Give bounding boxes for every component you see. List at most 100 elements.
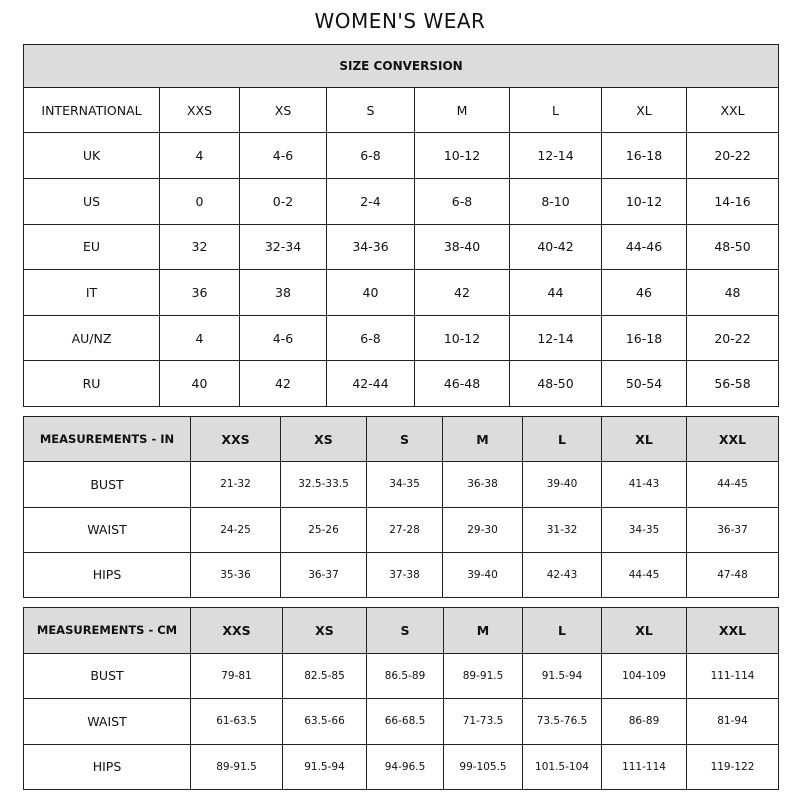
row-label: IT [23, 269, 160, 316]
table-row: US 0 0-2 2-4 6-8 8-10 10-12 14-16 [23, 177, 780, 225]
column-header: S [326, 86, 415, 134]
table-cell: 111-114 [686, 652, 779, 699]
header-row: MEASUREMENTS - CM XXS XS S M L XL XXL [23, 607, 779, 654]
table-title: MEASUREMENTS - CM [23, 607, 191, 654]
table-cell: 38 [239, 269, 327, 316]
header-row: INTERNATIONAL XXS XS S M L XL XXL [23, 86, 780, 134]
table-cell: 42-43 [522, 551, 602, 599]
table-cell: 44-45 [686, 461, 779, 508]
table-cell: 104-109 [601, 652, 687, 699]
table-cell: 6-8 [414, 177, 510, 225]
table-cell: 4 [159, 314, 240, 362]
table-cell: 10-12 [601, 177, 687, 225]
table-cell: 36 [159, 269, 240, 316]
column-header: XL [601, 607, 687, 654]
table-cell: 4-6 [239, 314, 327, 362]
column-header: L [522, 607, 602, 654]
measurements-in-table: MEASUREMENTS - IN XXS XS S M L XL XXL BUST 21-32 3… [23, 415, 779, 599]
table-row: EU 32 32-34 34-36 38-40 40-42 44-46 48-50 [23, 223, 780, 271]
header-row: MEASUREMENTS - IN XXS XS S M L XL XXL [23, 415, 779, 463]
table-cell: 44 [509, 269, 602, 316]
table-cell: 4-6 [239, 132, 327, 179]
column-header: XXL [686, 607, 779, 654]
row-header: INTERNATIONAL [23, 86, 160, 134]
table-cell: 91.5-94 [522, 652, 602, 699]
table-cell: 36-37 [686, 506, 779, 553]
table-cell: 32 [159, 223, 240, 271]
table-cell: 79-81 [190, 652, 283, 699]
row-label: US [23, 177, 160, 225]
table-cell: 48-50 [509, 360, 602, 407]
table-cell: 31-32 [522, 506, 602, 553]
table-cell: 32-34 [239, 223, 327, 271]
page-title: WOMEN'S WEAR [314, 9, 486, 33]
table-cell: 38-40 [414, 223, 510, 271]
table-row: BUST 21-32 32.5-33.5 34-35 36-38 39-40 41-43 44… [23, 461, 779, 508]
column-header: L [522, 415, 602, 463]
table-cell: 44-45 [601, 551, 687, 599]
column-header: XXS [190, 415, 281, 463]
table-cell: 40 [326, 269, 415, 316]
table-row: WAIST 24-25 25-26 27-28 29-30 31-32 34-35 36-37 [23, 506, 779, 553]
table-cell: 82.5-85 [282, 652, 367, 699]
table-cell: 0-2 [239, 177, 327, 225]
table-cell: 14-16 [685, 177, 780, 225]
table-row: HIPS 89-91.5 91.5-94 94-96.5 99-105.5 101.5-1… [23, 743, 779, 790]
table-cell: 20-22 [685, 314, 780, 362]
table-cell: 81-94 [686, 698, 779, 745]
table-cell: 94-96.5 [366, 743, 444, 790]
table-cell: 40 [159, 360, 240, 407]
table-row: RU 40 42 42-44 46-48 48-50 50-54 56-58 [23, 360, 780, 407]
table-cell: 8-10 [509, 177, 602, 225]
column-header: XS [239, 86, 327, 134]
table-row: WAIST 61-63.5 63.5-66 66-68.5 71-73.5 73.5-76… [23, 698, 779, 745]
table-cell: 73.5-76.5 [522, 698, 602, 745]
row-label: HIPS [23, 743, 191, 790]
table-cell: 86.5-89 [366, 652, 444, 699]
table-row: IT 36 38 40 42 44 46 48 [23, 269, 780, 316]
table-cell: 21-32 [190, 461, 281, 508]
table-banner: SIZE CONVERSION [22, 44, 780, 88]
table-cell: 29-30 [442, 506, 523, 553]
table-cell: 89-91.5 [443, 652, 523, 699]
row-label: HIPS [23, 551, 191, 599]
table-cell: 50-54 [601, 360, 687, 407]
table-cell: 0 [159, 177, 240, 225]
table-cell: 27-28 [366, 506, 443, 553]
size-conversion-table: SIZE CONVERSION INTERNATIONAL XXS XS S M L XL XX… [22, 44, 780, 407]
row-label: AU/NZ [23, 314, 160, 362]
table-cell: 89-91.5 [190, 743, 283, 790]
table-cell: 42 [414, 269, 510, 316]
table-cell: 12-14 [509, 132, 602, 179]
row-label: RU [23, 360, 160, 407]
table-cell: 44-46 [601, 223, 687, 271]
row-label: UK [23, 132, 160, 179]
banner-row: SIZE CONVERSION [22, 44, 780, 88]
table-cell: 2-4 [326, 177, 415, 225]
table-cell: 32.5-33.5 [280, 461, 367, 508]
row-label: EU [23, 223, 160, 271]
table-cell: 56-58 [685, 360, 780, 407]
table-cell: 48-50 [685, 223, 780, 271]
table-cell: 36-38 [442, 461, 523, 508]
table-row: HIPS 35-36 36-37 37-38 39-40 42-43 44-45 47-48 [23, 551, 779, 599]
table-cell: 24-25 [190, 506, 281, 553]
table-cell: 16-18 [601, 132, 687, 179]
table-cell: 91.5-94 [282, 743, 367, 790]
row-label: WAIST [23, 698, 191, 745]
table-cell: 39-40 [522, 461, 602, 508]
table-cell: 6-8 [326, 132, 415, 179]
column-header: XS [282, 607, 367, 654]
table-cell: 119-122 [686, 743, 779, 790]
table-row: BUST 79-81 82.5-85 86.5-89 89-91.5 91.5-94 104… [23, 652, 779, 699]
table-cell: 10-12 [414, 132, 510, 179]
column-header: XS [280, 415, 367, 463]
table-cell: 86-89 [601, 698, 687, 745]
column-header: XL [601, 415, 687, 463]
column-header: M [442, 415, 523, 463]
table-row: AU/NZ 4 4-6 6-8 10-12 12-14 16-18 20-22 [23, 314, 780, 362]
column-header: M [443, 607, 523, 654]
column-header: XL [601, 86, 687, 134]
table-cell: 42-44 [326, 360, 415, 407]
table-row: UK 4 4-6 6-8 10-12 12-14 16-18 20-22 [23, 132, 780, 179]
